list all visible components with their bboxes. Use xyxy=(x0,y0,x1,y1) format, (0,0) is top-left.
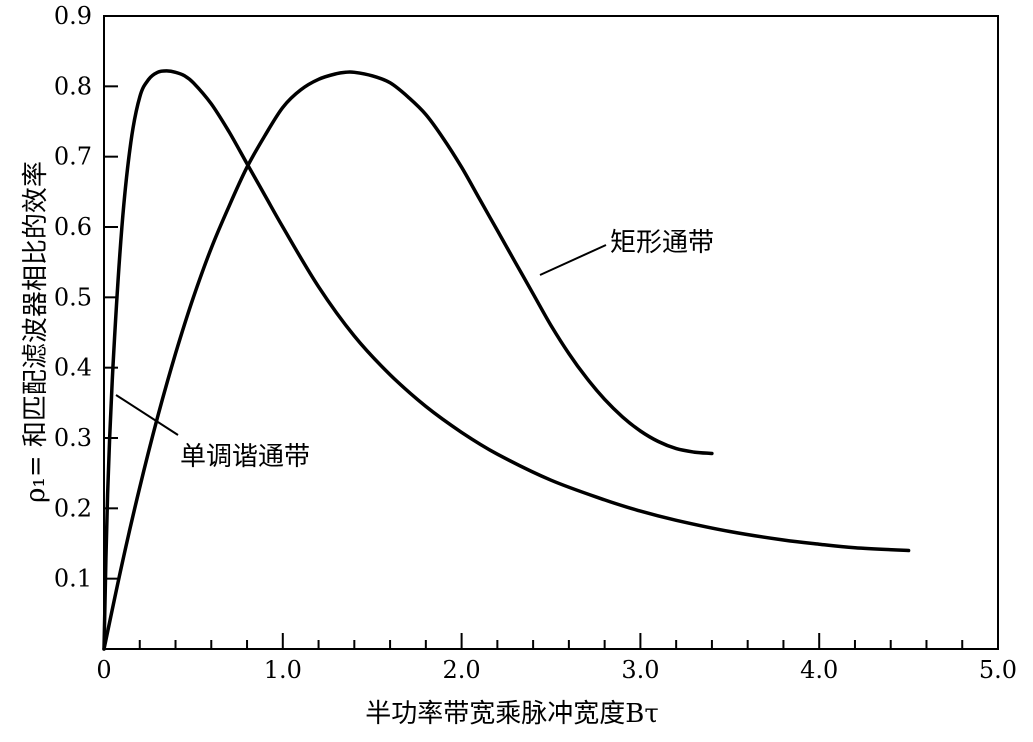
y-tick-label: 0.9 xyxy=(54,2,92,30)
x-tick-label: 2.0 xyxy=(443,656,481,684)
y-tick-label: 0.3 xyxy=(54,424,92,452)
y-tick-label: 0.6 xyxy=(54,213,92,241)
y-tick-label: 0.4 xyxy=(54,354,92,382)
single-tuned-leader xyxy=(115,394,179,436)
y-ticks: 0.1 0.2 0.3 0.4 0.5 0.6 0.7 0.8 0.9 xyxy=(54,2,118,593)
x-axis-title: 半功率带宽乘脉冲宽度Bτ xyxy=(365,699,659,729)
rect-passband-curve xyxy=(102,70,714,651)
x-minor-ticks xyxy=(138,640,964,649)
x-tick-label: 5.0 xyxy=(979,656,1017,684)
y-tick-label: 0.1 xyxy=(54,565,92,593)
y-tick-label: 0.5 xyxy=(54,283,92,311)
y-tick-label: 0.7 xyxy=(54,143,92,171)
x-tick-label: 1.0 xyxy=(264,656,302,684)
x-ticks: 0 1.0 2.0 3.0 4.0 5.0 xyxy=(96,633,1017,684)
plot-frame xyxy=(103,15,999,650)
x-tick-label: 0 xyxy=(96,656,111,684)
rect-passband-label: 矩形通带 xyxy=(610,228,714,258)
x-tick-label: 3.0 xyxy=(621,656,659,684)
y-axis-title: ρ₁= 和匹配滤波器相比的效率 xyxy=(21,161,51,503)
x-tick-label: 4.0 xyxy=(800,656,838,684)
single-tuned-label: 单调谐通带 xyxy=(180,442,310,472)
curves xyxy=(102,69,911,651)
y-tick-label: 0.2 xyxy=(54,494,92,522)
y-tick-label: 0.8 xyxy=(54,72,92,100)
rect-passband-leader xyxy=(539,244,607,276)
single-tuned-curve xyxy=(102,69,911,651)
